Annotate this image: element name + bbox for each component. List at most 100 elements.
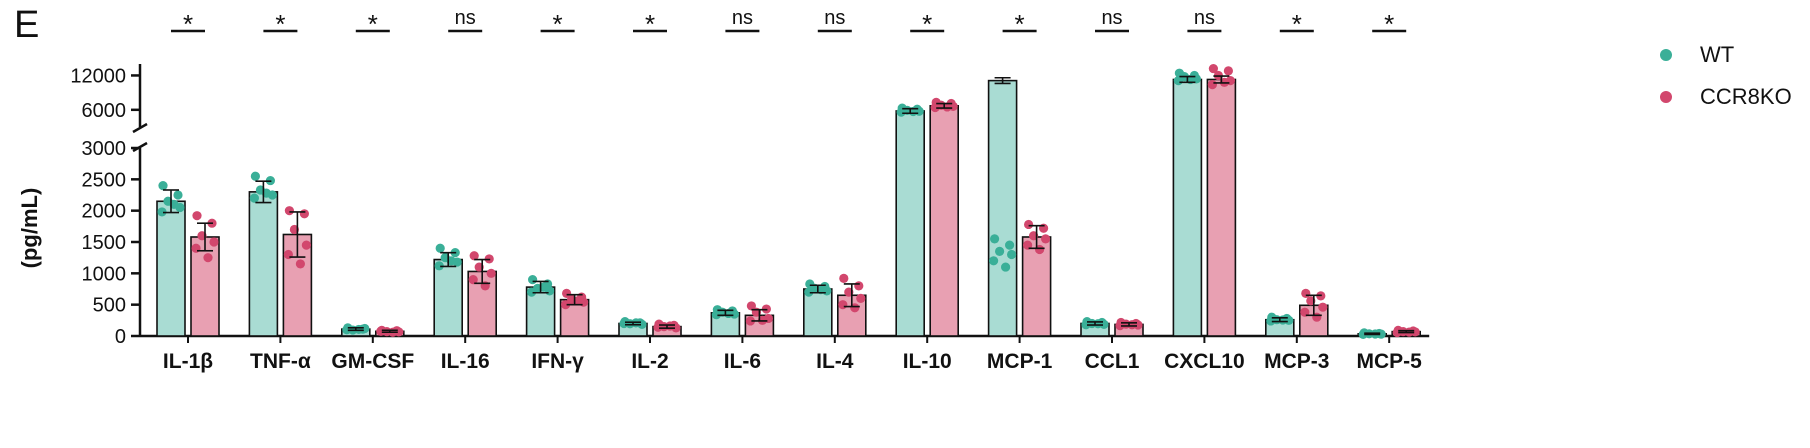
x-tick-label: CXCL10: [1164, 350, 1245, 373]
data-point-ccr8ko: [299, 209, 309, 219]
significance-label: *: [553, 9, 563, 39]
data-point-wt: [1005, 240, 1015, 250]
legend-label-ccr8ko: CCR8KO: [1700, 84, 1792, 109]
significance-label: *: [275, 9, 285, 39]
y-tick-label: 6000: [82, 100, 127, 122]
significance-label: ns: [824, 7, 845, 29]
data-point-wt: [249, 193, 259, 203]
data-point-ccr8ko: [838, 300, 848, 310]
data-point-wt: [619, 318, 629, 329]
data-point-ccr8ko: [930, 102, 940, 113]
axis-break-mark-upper: [132, 122, 148, 134]
data-point-wt: [989, 256, 999, 266]
bar-ccr8ko: [190, 236, 220, 337]
bar-wt: [802, 288, 833, 337]
data-point-ccr8ko: [1300, 307, 1310, 317]
bar-wt: [895, 110, 926, 337]
bar-ccr8ko: [929, 105, 960, 337]
data-point-ccr8ko: [469, 251, 479, 261]
data-point-ccr8ko: [1318, 302, 1328, 312]
data-point-wt: [995, 246, 1005, 256]
y-tick-label: 2000: [82, 201, 127, 223]
data-point-wt: [1001, 262, 1011, 272]
x-tick-label: TNF-α: [250, 350, 311, 373]
data-point-ccr8ko: [284, 206, 294, 216]
data-point-wt: [435, 243, 445, 253]
y-tick-label: 2500: [82, 169, 127, 191]
significance-label: *: [1015, 9, 1025, 39]
bar-ccr8ko: [1206, 78, 1237, 337]
significance-label: *: [183, 9, 193, 39]
legend-item-wt: WT: [1660, 40, 1792, 70]
data-point-wt: [896, 107, 906, 117]
x-tick-label: MCP-1: [987, 350, 1053, 373]
x-tick-label: IL-2: [631, 350, 668, 373]
x-tick-label: MCP-3: [1264, 350, 1329, 373]
significance-label: *: [1292, 9, 1302, 39]
data-point-wt: [250, 171, 260, 181]
data-point-ccr8ko: [301, 240, 311, 250]
x-tick-label: CCL1: [1085, 350, 1140, 373]
y-tick-label: 500: [93, 295, 126, 317]
legend-marker-wt: [1660, 49, 1672, 61]
data-point-ccr8ko: [295, 259, 305, 269]
y-tick-label: 3000: [82, 138, 127, 160]
data-point-ccr8ko: [839, 273, 849, 283]
x-tick-label: IFN-γ: [531, 350, 584, 373]
data-point-ccr8ko: [745, 316, 756, 326]
data-point-ccr8ko: [653, 322, 663, 332]
bar-wt: [248, 191, 279, 337]
data-point-wt: [157, 207, 167, 217]
data-point-wt: [1266, 316, 1276, 326]
significance-label: ns: [732, 7, 753, 29]
significance-label: ns: [455, 7, 476, 29]
y-tick-label: 0: [115, 326, 126, 348]
legend: WT CCR8KO: [1660, 40, 1792, 124]
significance-label: *: [368, 9, 378, 39]
data-point-wt: [158, 181, 168, 191]
legend-item-ccr8ko: CCR8KO: [1660, 82, 1792, 112]
data-point-wt: [990, 234, 1000, 244]
data-point-ccr8ko: [192, 211, 202, 221]
x-tick-label: IL-1β: [163, 350, 213, 373]
data-point-ccr8ko: [1301, 288, 1311, 298]
data-point-ccr8ko: [376, 326, 386, 336]
x-tick-label: IL-16: [441, 350, 490, 373]
data-point-ccr8ko: [1207, 80, 1217, 90]
data-point-ccr8ko: [856, 293, 866, 303]
significance-label: *: [1384, 9, 1394, 39]
bar-ccr8ko: [1021, 236, 1052, 337]
x-tick-label: IL-10: [903, 350, 952, 373]
data-point-wt: [434, 261, 444, 271]
data-point-ccr8ko: [486, 268, 496, 278]
y-tick-label: 12000: [70, 65, 126, 87]
significance-label: *: [645, 9, 655, 39]
bar-wt: [156, 200, 186, 337]
data-point-ccr8ko: [1024, 219, 1034, 230]
x-tick-label: IL-4: [816, 350, 854, 373]
x-tick-label: GM-CSF: [331, 350, 414, 373]
data-point-ccr8ko: [562, 288, 572, 298]
data-point-ccr8ko: [203, 253, 213, 263]
bar-wt: [987, 79, 1018, 337]
data-point-ccr8ko: [1208, 63, 1218, 74]
significance-label: *: [922, 9, 932, 39]
data-point-wt: [173, 190, 183, 200]
x-tick-label: MCP-5: [1357, 350, 1423, 373]
data-point-wt: [1358, 329, 1368, 340]
data-point-ccr8ko: [1041, 234, 1051, 244]
legend-label-wt: WT: [1700, 42, 1735, 67]
legend-marker-ccr8ko: [1660, 91, 1672, 103]
data-point-ccr8ko: [209, 237, 219, 247]
y-tick-label: 1500: [82, 232, 127, 254]
significance-label: ns: [1194, 7, 1215, 29]
y-tick-label: 1000: [82, 263, 127, 285]
data-point-wt: [1007, 249, 1017, 260]
data-point-wt: [711, 310, 722, 320]
x-tick-label: IL-6: [724, 350, 761, 373]
data-point-ccr8ko: [854, 281, 864, 291]
data-point-ccr8ko: [1023, 240, 1033, 250]
data-point-ccr8ko: [746, 301, 757, 311]
